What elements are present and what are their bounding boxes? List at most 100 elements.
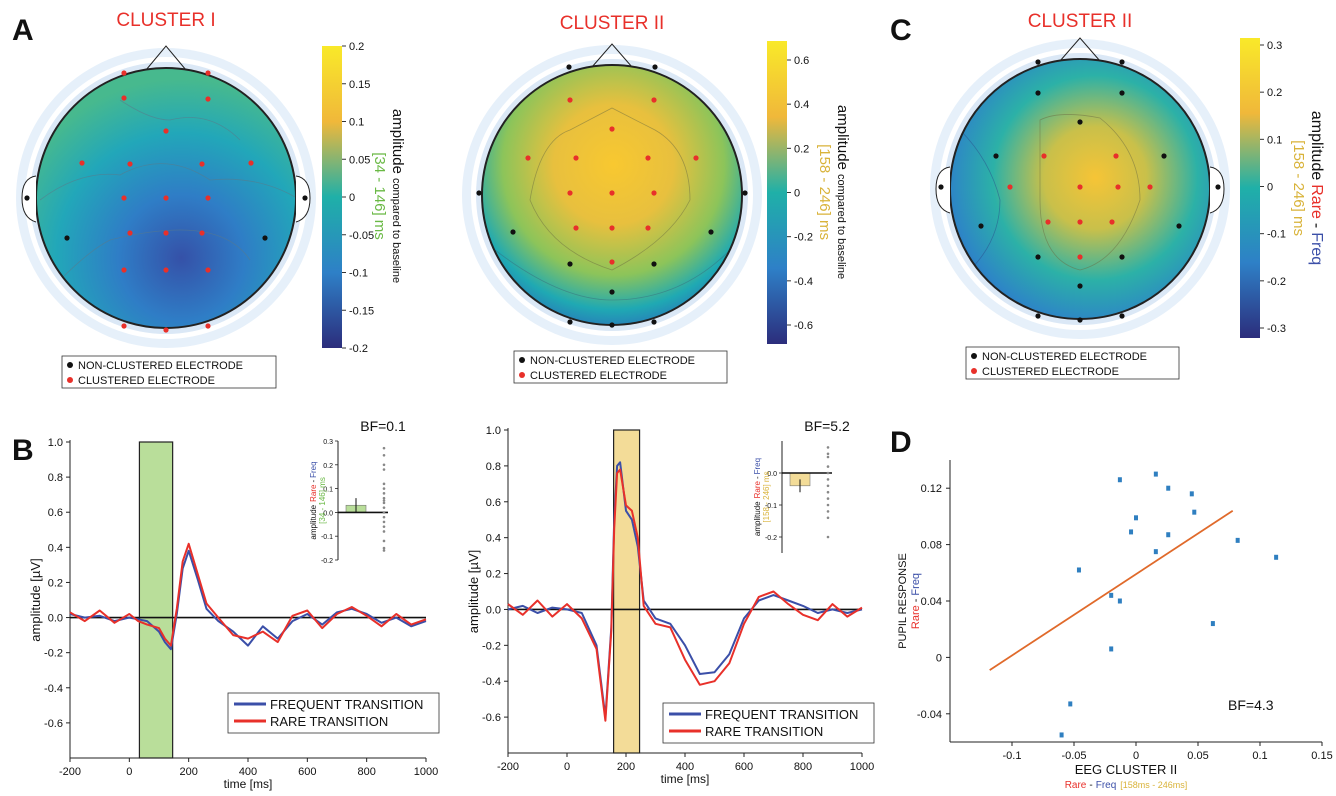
inset-point <box>826 471 830 475</box>
scatter-point <box>1210 621 1215 627</box>
panel-letter-a: A <box>12 14 34 47</box>
x-axis-sublabel: Rare - Freq [158ms - 246ms] <box>1065 780 1188 791</box>
erp-right-chart: 1.0 0.8 0.6 0.4 0.2 0.0 -0.2 -0.4 -0.6 -200 0 200 40… <box>466 425 874 786</box>
x-axis-label: time [ms] <box>224 777 273 791</box>
inset-point <box>826 490 830 494</box>
colorbar-tick-label: 0.1 <box>349 117 364 129</box>
inset-point <box>826 452 830 456</box>
scatter-point <box>1235 537 1240 543</box>
x-tick-label: 0.05 <box>1187 750 1208 762</box>
colorbar-tick-label: 0.05 <box>349 154 370 166</box>
x-tick-label: -200 <box>497 761 519 773</box>
inset-point <box>382 482 386 486</box>
inset-point <box>382 520 386 524</box>
inset-point <box>826 535 830 539</box>
fit-line <box>989 510 1234 671</box>
scatter-point <box>1059 732 1064 738</box>
scatter-point <box>1153 471 1158 477</box>
colorbar-tick-label: 0.4 <box>794 99 809 111</box>
y-tick-label: -0.2 <box>44 648 63 660</box>
scatter-point <box>1117 598 1122 604</box>
scatter-point <box>1129 529 1134 535</box>
colorbar-tick-label: -0.2 <box>1267 276 1286 288</box>
scatter-point <box>1076 567 1081 573</box>
inset-window-label: [158 - 246] ms <box>762 471 771 522</box>
inset-point <box>382 446 386 450</box>
x-tick-label: 200 <box>617 761 635 773</box>
inset-point <box>826 484 830 488</box>
x-tick-label: 200 <box>179 766 197 778</box>
colorbar-tick-label: 0.2 <box>794 143 809 155</box>
series-line-rare <box>507 468 863 722</box>
scatter-chart: -0.1 -0.05 0 0.05 0.1 0.15 0.12 0.08 0.04 0 -0.04 B… <box>897 460 1333 791</box>
y-tick-label: -0.4 <box>44 683 63 695</box>
topo-c-title: CLUSTER II <box>1028 11 1133 32</box>
y-tick-label: -0.4 <box>482 676 501 688</box>
scatter-point <box>1153 549 1158 555</box>
y-axis-label: PUPIL RESPONSE <box>897 553 909 649</box>
colorbar-tick-label: 0.3 <box>1267 40 1282 52</box>
inset-point <box>382 463 386 467</box>
colorbar-tick-label: 0 <box>349 192 355 204</box>
panel-a: A CLUSTER I <box>12 10 406 389</box>
topo-a-title: CLUSTER I <box>116 10 215 31</box>
inset-point <box>382 506 386 509</box>
inset-window-label: [34 - 146] ms <box>318 477 327 524</box>
y-tick-label: 0.8 <box>48 472 63 484</box>
inset-y-tick-label: 0.1 <box>323 487 333 494</box>
inset-point <box>826 516 830 520</box>
inset-point <box>382 501 386 505</box>
colorbar-tick-label: 0 <box>794 188 800 200</box>
y-tick-label: 0.04 <box>921 596 942 608</box>
bf-label: BF=5.2 <box>804 418 850 434</box>
inset-y-tick-label: -0.1 <box>765 503 777 510</box>
colorbar-tick-label: -0.3 <box>1267 323 1286 335</box>
series-line-frequent <box>69 549 427 651</box>
inset-point <box>382 549 386 552</box>
colorbar-tick-label: -0.2 <box>794 232 813 244</box>
inset-point <box>382 525 386 528</box>
inset-y-label: amplitudeRare-Freq <box>309 461 318 539</box>
y-tick-label: 0.2 <box>48 577 63 589</box>
inset-y-tick-label: 0.0 <box>323 510 333 517</box>
colorbar-a: 0.2 0.15 0.1 0.05 0 -0.05 -0.1 -0.15 -0.2 amplit… <box>322 41 406 355</box>
colorbar-tick-label: -0.05 <box>349 230 374 242</box>
y-axis-sublabel: Rare-Freq <box>910 573 922 629</box>
x-tick-label: 1000 <box>850 761 874 773</box>
inset-point <box>382 530 386 533</box>
y-tick-label: -0.04 <box>917 709 942 721</box>
svg-text:CLUSTERED ELECTRODE: CLUSTERED ELECTRODE <box>982 366 1119 378</box>
x-tick-label: 600 <box>735 761 753 773</box>
y-tick-label: 0.12 <box>921 483 942 495</box>
scatter-point <box>1109 646 1114 652</box>
inset-y-tick-label: 0.2 <box>323 463 333 470</box>
inset-point <box>382 496 386 500</box>
topo-c-electrodes <box>938 59 1221 323</box>
topo-c-legend: NON-CLUSTERED ELECTRODE CLUSTERED ELECTR… <box>965 346 1180 380</box>
colorbar-b-label: amplitudecompared to baseline <box>834 105 851 279</box>
inset-point <box>382 511 386 514</box>
y-tick-label: 0.6 <box>486 497 501 509</box>
y-tick-label: -0.6 <box>44 718 63 730</box>
panel-a-right: CLUSTER II <box>462 13 851 384</box>
x-tick-label: 400 <box>676 761 694 773</box>
svg-text:NON-CLUSTERED ELECTRODE: NON-CLUSTERED ELECTRODE <box>530 355 695 367</box>
y-tick-label: -0.2 <box>482 640 501 652</box>
topo-a-legend: NON-CLUSTERED ELECTRODE CLUSTERED ELECTR… <box>61 355 277 389</box>
inset-point <box>826 478 830 481</box>
nose-icon <box>145 45 187 71</box>
inset-point <box>826 465 830 468</box>
right-ear-icon <box>1209 166 1225 214</box>
colorbar-a-window: [34 - 146] ms <box>371 152 388 240</box>
topo-b-title: CLUSTER II <box>560 13 665 34</box>
colorbar-c-label: amplitudeRare-Freq <box>1308 111 1325 265</box>
y-tick-label: 0.4 <box>48 542 63 554</box>
y-tick-label: 0.0 <box>486 604 501 616</box>
panel-letter-b: B <box>12 434 34 467</box>
erp-left-chart: 1.0 0.8 0.6 0.4 0.2 0.0 -0.2 -0.4 -0.6 -200 0 200 40… <box>28 437 438 791</box>
scatter-point <box>1117 477 1122 483</box>
inset-point <box>826 503 830 507</box>
inset-point <box>826 446 830 449</box>
colorbar-c-window: [158 - 246] ms <box>1290 140 1307 236</box>
